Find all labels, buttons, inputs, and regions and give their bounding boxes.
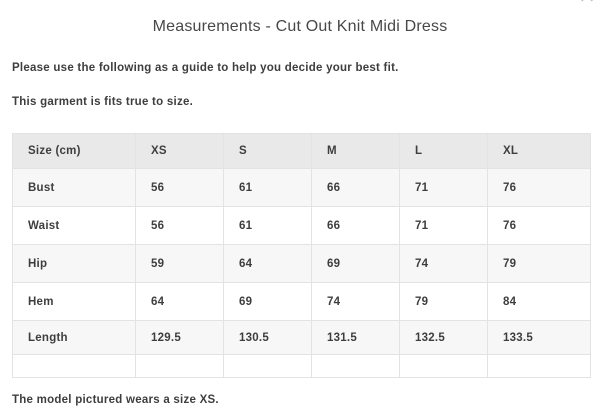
measurement-value: 74 xyxy=(311,282,400,321)
header-cell-size-cm: Size (cm) xyxy=(12,133,136,169)
measurement-value: 130.5 xyxy=(223,320,312,355)
measurement-value: 66 xyxy=(311,168,400,207)
measurement-value: 64 xyxy=(223,244,312,283)
measurement-label: Hip xyxy=(12,244,136,283)
measurement-value: 66 xyxy=(311,206,400,245)
measurements-table: Size (cm) XS S M L XL Bust 56 61 66 71 7… xyxy=(12,133,591,378)
table-row-length: Length 129.5 130.5 131.5 132.5 133.5 xyxy=(12,320,591,355)
fit-guide-intro: Please use the following as a guide to h… xyxy=(12,62,399,74)
measurement-value: 61 xyxy=(223,168,312,207)
table-header-row: Size (cm) XS S M L XL xyxy=(12,133,591,169)
measurement-value: 129.5 xyxy=(135,320,224,355)
measurement-value: 74 xyxy=(399,244,488,283)
table-row-waist: Waist 56 61 66 71 76 xyxy=(12,206,591,245)
measurement-label: Waist xyxy=(12,206,136,245)
measurement-value: 61 xyxy=(223,206,312,245)
measurement-value: 71 xyxy=(399,206,488,245)
header-cell-xs: XS xyxy=(135,133,224,169)
header-cell-l: L xyxy=(399,133,488,169)
close-button[interactable]: ✕ xyxy=(576,0,598,8)
table-row-bust: Bust 56 61 66 71 76 xyxy=(12,168,591,207)
header-cell-m: M xyxy=(311,133,400,169)
header-cell-xl: XL xyxy=(487,133,591,169)
measurement-value: 132.5 xyxy=(399,320,488,355)
measurement-value: 79 xyxy=(487,244,591,283)
measurement-value: 76 xyxy=(487,206,591,245)
table-empty-row xyxy=(12,354,591,378)
measurement-value: 59 xyxy=(135,244,224,283)
measurement-value: 131.5 xyxy=(311,320,400,355)
measurement-value: 76 xyxy=(487,168,591,207)
measurement-value: 133.5 xyxy=(487,320,591,355)
fit-note: This garment is fits true to size. xyxy=(12,96,194,108)
modal-title: Measurements - Cut Out Knit Midi Dress xyxy=(152,18,448,35)
measurement-value: 64 xyxy=(135,282,224,321)
header-cell-s: S xyxy=(223,133,312,169)
measurement-label: Hem xyxy=(12,282,136,321)
table-row-hem: Hem 64 69 74 79 84 xyxy=(12,282,591,321)
measurement-value: 79 xyxy=(399,282,488,321)
measurement-value: 69 xyxy=(311,244,400,283)
measurement-label: Length xyxy=(12,320,136,355)
measurement-label: Bust xyxy=(12,168,136,207)
table-row-hip: Hip 59 64 69 74 79 xyxy=(12,244,591,283)
model-size-note: The model pictured wears a size XS. xyxy=(12,394,219,406)
measurement-value: 84 xyxy=(487,282,591,321)
measurement-value: 71 xyxy=(399,168,488,207)
measurement-value: 56 xyxy=(135,168,224,207)
measurement-value: 56 xyxy=(135,206,224,245)
close-icon: ✕ xyxy=(578,0,596,8)
measurement-value: 69 xyxy=(223,282,312,321)
